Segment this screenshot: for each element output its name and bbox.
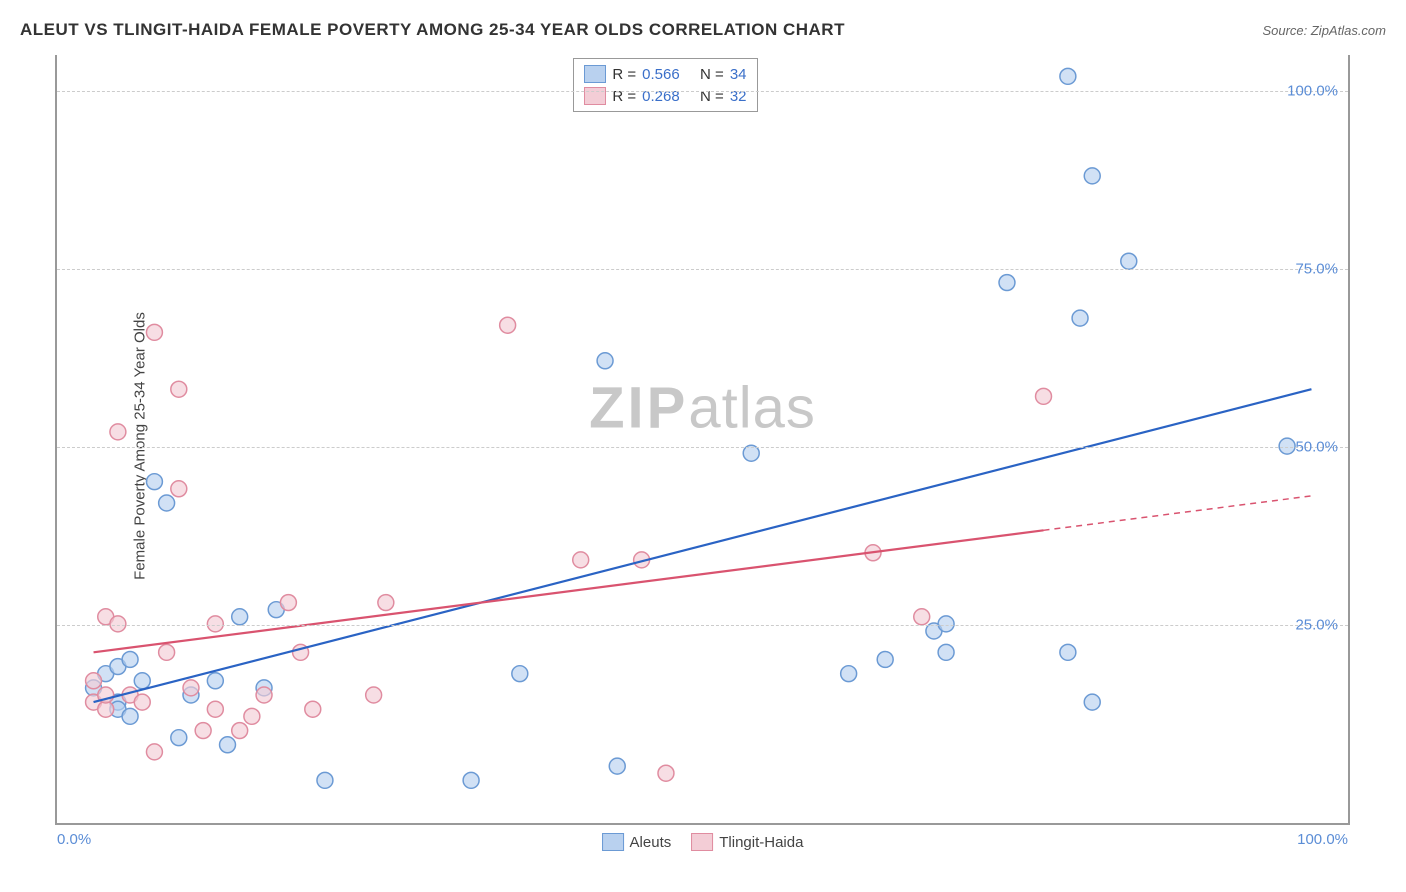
data-point bbox=[500, 317, 516, 333]
data-point bbox=[609, 758, 625, 774]
plot-area: ZIPatlas R = 0.566 N = 34 R = 0.268 N = … bbox=[55, 55, 1350, 825]
data-point bbox=[305, 701, 321, 717]
data-point bbox=[378, 595, 394, 611]
swatch-aleuts bbox=[584, 65, 606, 83]
data-point bbox=[183, 680, 199, 696]
data-point bbox=[220, 737, 236, 753]
data-point bbox=[1084, 168, 1100, 184]
data-point bbox=[366, 687, 382, 703]
data-point bbox=[658, 765, 674, 781]
y-tick: 100.0% bbox=[1287, 82, 1338, 99]
data-point bbox=[573, 552, 589, 568]
data-point bbox=[877, 651, 893, 667]
data-point bbox=[232, 723, 248, 739]
data-point bbox=[938, 616, 954, 632]
data-point bbox=[171, 730, 187, 746]
data-point bbox=[146, 324, 162, 340]
data-point bbox=[86, 673, 102, 689]
data-point bbox=[280, 595, 296, 611]
gridline bbox=[57, 625, 1348, 626]
data-point bbox=[1279, 438, 1295, 454]
gridline bbox=[57, 91, 1348, 92]
y-tick: 50.0% bbox=[1295, 439, 1338, 456]
data-point bbox=[232, 609, 248, 625]
data-point bbox=[159, 495, 175, 511]
data-point bbox=[171, 481, 187, 497]
data-point bbox=[159, 644, 175, 660]
data-point bbox=[914, 609, 930, 625]
legend-item-aleuts: Aleuts bbox=[602, 833, 672, 851]
legend-stats: R = 0.566 N = 34 R = 0.268 N = 32 bbox=[573, 58, 757, 112]
swatch-aleuts-icon bbox=[602, 833, 624, 851]
data-point bbox=[938, 644, 954, 660]
data-point bbox=[207, 616, 223, 632]
legend-label-aleuts: Aleuts bbox=[630, 834, 672, 851]
data-point bbox=[841, 666, 857, 682]
data-point bbox=[999, 275, 1015, 291]
regression-line bbox=[94, 530, 1044, 652]
data-point bbox=[122, 708, 138, 724]
gridline bbox=[57, 269, 1348, 270]
data-point bbox=[134, 673, 150, 689]
data-point bbox=[1072, 310, 1088, 326]
legend-label-tlingit: Tlingit-Haida bbox=[719, 834, 803, 851]
data-point bbox=[1121, 253, 1137, 269]
data-point bbox=[122, 651, 138, 667]
data-point bbox=[146, 744, 162, 760]
y-tick: 75.0% bbox=[1295, 260, 1338, 277]
data-point bbox=[1036, 388, 1052, 404]
regression-line bbox=[94, 389, 1312, 702]
data-point bbox=[1060, 68, 1076, 84]
x-tick-max: 100.0% bbox=[1297, 831, 1348, 848]
regression-line-dashed bbox=[1044, 496, 1312, 530]
data-point bbox=[463, 772, 479, 788]
chart-svg bbox=[57, 55, 1348, 823]
data-point bbox=[146, 474, 162, 490]
legend-stats-row-2: R = 0.268 N = 32 bbox=[584, 85, 746, 107]
data-point bbox=[207, 701, 223, 717]
swatch-tlingit-icon bbox=[691, 833, 713, 851]
data-point bbox=[317, 772, 333, 788]
data-point bbox=[1060, 644, 1076, 660]
legend-series: Aleuts Tlingit-Haida bbox=[602, 833, 804, 851]
data-point bbox=[171, 381, 187, 397]
data-point bbox=[256, 687, 272, 703]
data-point bbox=[134, 694, 150, 710]
data-point bbox=[207, 673, 223, 689]
chart-title: ALEUT VS TLINGIT-HAIDA FEMALE POVERTY AM… bbox=[20, 20, 845, 40]
y-tick: 25.0% bbox=[1295, 617, 1338, 634]
data-point bbox=[512, 666, 528, 682]
data-point bbox=[244, 708, 260, 724]
data-point bbox=[1084, 694, 1100, 710]
data-point bbox=[597, 353, 613, 369]
data-point bbox=[110, 424, 126, 440]
legend-item-tlingit: Tlingit-Haida bbox=[691, 833, 803, 851]
x-tick-min: 0.0% bbox=[57, 831, 91, 848]
data-point bbox=[110, 616, 126, 632]
legend-stats-row-1: R = 0.566 N = 34 bbox=[584, 63, 746, 85]
source-attribution: Source: ZipAtlas.com bbox=[1262, 23, 1386, 38]
data-point bbox=[195, 723, 211, 739]
gridline bbox=[57, 447, 1348, 448]
